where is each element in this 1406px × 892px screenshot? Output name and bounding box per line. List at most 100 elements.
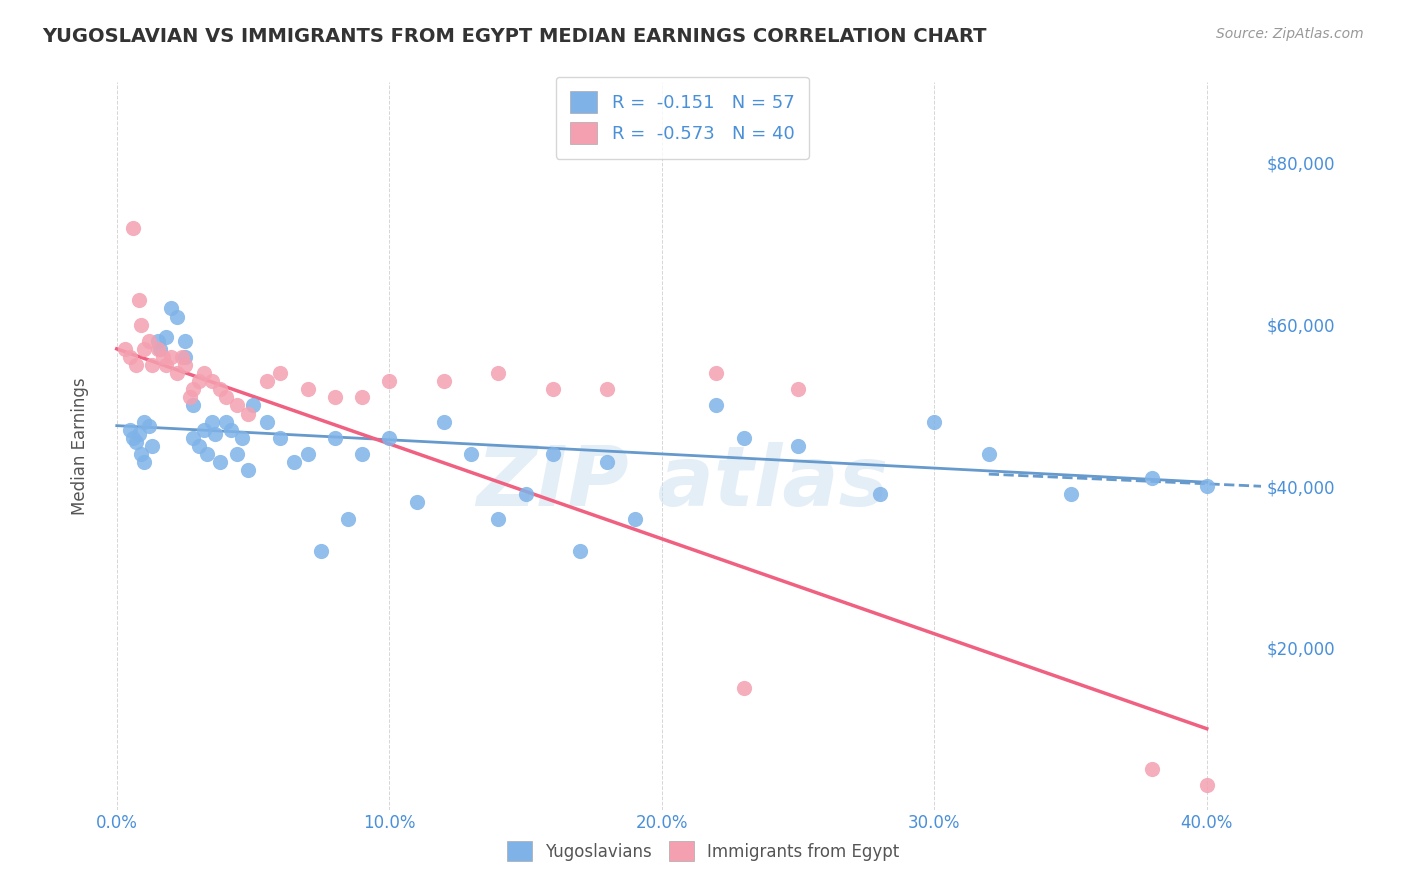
Point bbox=[1195, 778, 1218, 792]
Point bbox=[129, 318, 152, 332]
Point bbox=[1142, 471, 1164, 485]
Legend: R =  -0.151   N = 57, R =  -0.573   N = 40: R = -0.151 N = 57, R = -0.573 N = 40 bbox=[555, 77, 808, 159]
Point bbox=[181, 399, 204, 413]
Point bbox=[179, 390, 201, 404]
Point bbox=[256, 374, 278, 388]
Point bbox=[541, 382, 564, 396]
Point bbox=[181, 431, 204, 445]
Point bbox=[114, 342, 136, 356]
Point bbox=[405, 495, 427, 509]
Point bbox=[1059, 487, 1081, 501]
Point bbox=[152, 350, 174, 364]
Point bbox=[704, 366, 727, 380]
Point bbox=[215, 415, 238, 429]
Legend: Yugoslavians, Immigrants from Egypt: Yugoslavians, Immigrants from Egypt bbox=[494, 828, 912, 875]
Point bbox=[225, 399, 247, 413]
Point bbox=[350, 390, 373, 404]
Point bbox=[204, 426, 226, 441]
Point bbox=[256, 415, 278, 429]
Point bbox=[460, 447, 482, 461]
Point bbox=[122, 220, 145, 235]
Point bbox=[242, 399, 264, 413]
Point bbox=[149, 342, 172, 356]
Text: YUGOSLAVIAN VS IMMIGRANTS FROM EGYPT MEDIAN EARNINGS CORRELATION CHART: YUGOSLAVIAN VS IMMIGRANTS FROM EGYPT MED… bbox=[42, 27, 987, 45]
Point bbox=[787, 439, 810, 453]
Point bbox=[541, 447, 564, 461]
Point bbox=[138, 334, 160, 348]
Point bbox=[323, 390, 346, 404]
Point bbox=[141, 439, 163, 453]
Point bbox=[309, 544, 332, 558]
Point bbox=[1195, 479, 1218, 493]
Point bbox=[132, 455, 155, 469]
Point bbox=[160, 301, 183, 316]
Point bbox=[236, 407, 259, 421]
Point bbox=[733, 431, 755, 445]
Point bbox=[236, 463, 259, 477]
Point bbox=[173, 334, 195, 348]
Point bbox=[297, 447, 319, 461]
Point bbox=[787, 382, 810, 396]
Point bbox=[323, 431, 346, 445]
Point bbox=[922, 415, 945, 429]
Point bbox=[120, 350, 142, 364]
Point bbox=[219, 423, 242, 437]
Y-axis label: Median Earnings: Median Earnings bbox=[72, 377, 89, 515]
Point bbox=[433, 415, 456, 429]
Point bbox=[378, 374, 401, 388]
Point bbox=[187, 439, 209, 453]
Point bbox=[173, 358, 195, 372]
Point bbox=[486, 366, 509, 380]
Point bbox=[146, 342, 169, 356]
Point bbox=[160, 350, 183, 364]
Point bbox=[209, 382, 232, 396]
Point bbox=[125, 434, 148, 449]
Point bbox=[201, 415, 224, 429]
Text: ZIP atlas: ZIP atlas bbox=[477, 442, 889, 523]
Point bbox=[132, 415, 155, 429]
Point bbox=[128, 426, 150, 441]
Point bbox=[596, 382, 619, 396]
Point bbox=[166, 366, 188, 380]
Point bbox=[141, 358, 163, 372]
Point bbox=[1142, 762, 1164, 776]
Point bbox=[225, 447, 247, 461]
Point bbox=[269, 366, 291, 380]
Point bbox=[337, 511, 360, 525]
Point bbox=[569, 544, 592, 558]
Point bbox=[297, 382, 319, 396]
Point bbox=[128, 293, 150, 308]
Point bbox=[173, 350, 195, 364]
Point bbox=[138, 418, 160, 433]
Point bbox=[181, 382, 204, 396]
Point bbox=[269, 431, 291, 445]
Point bbox=[146, 334, 169, 348]
Point bbox=[515, 487, 537, 501]
Point bbox=[623, 511, 645, 525]
Point bbox=[283, 455, 305, 469]
Point bbox=[378, 431, 401, 445]
Point bbox=[122, 431, 145, 445]
Point bbox=[132, 342, 155, 356]
Point bbox=[733, 681, 755, 696]
Point bbox=[209, 455, 232, 469]
Point bbox=[596, 455, 619, 469]
Point bbox=[869, 487, 891, 501]
Point bbox=[977, 447, 1000, 461]
Point bbox=[433, 374, 456, 388]
Point bbox=[172, 350, 194, 364]
Point bbox=[193, 423, 215, 437]
Point bbox=[155, 330, 177, 344]
Point bbox=[231, 431, 253, 445]
Point bbox=[166, 310, 188, 324]
Point bbox=[486, 511, 509, 525]
Point bbox=[201, 374, 224, 388]
Point bbox=[350, 447, 373, 461]
Point bbox=[195, 447, 218, 461]
Point bbox=[129, 447, 152, 461]
Point bbox=[215, 390, 238, 404]
Point bbox=[155, 358, 177, 372]
Point bbox=[193, 366, 215, 380]
Point bbox=[120, 423, 142, 437]
Point bbox=[125, 358, 148, 372]
